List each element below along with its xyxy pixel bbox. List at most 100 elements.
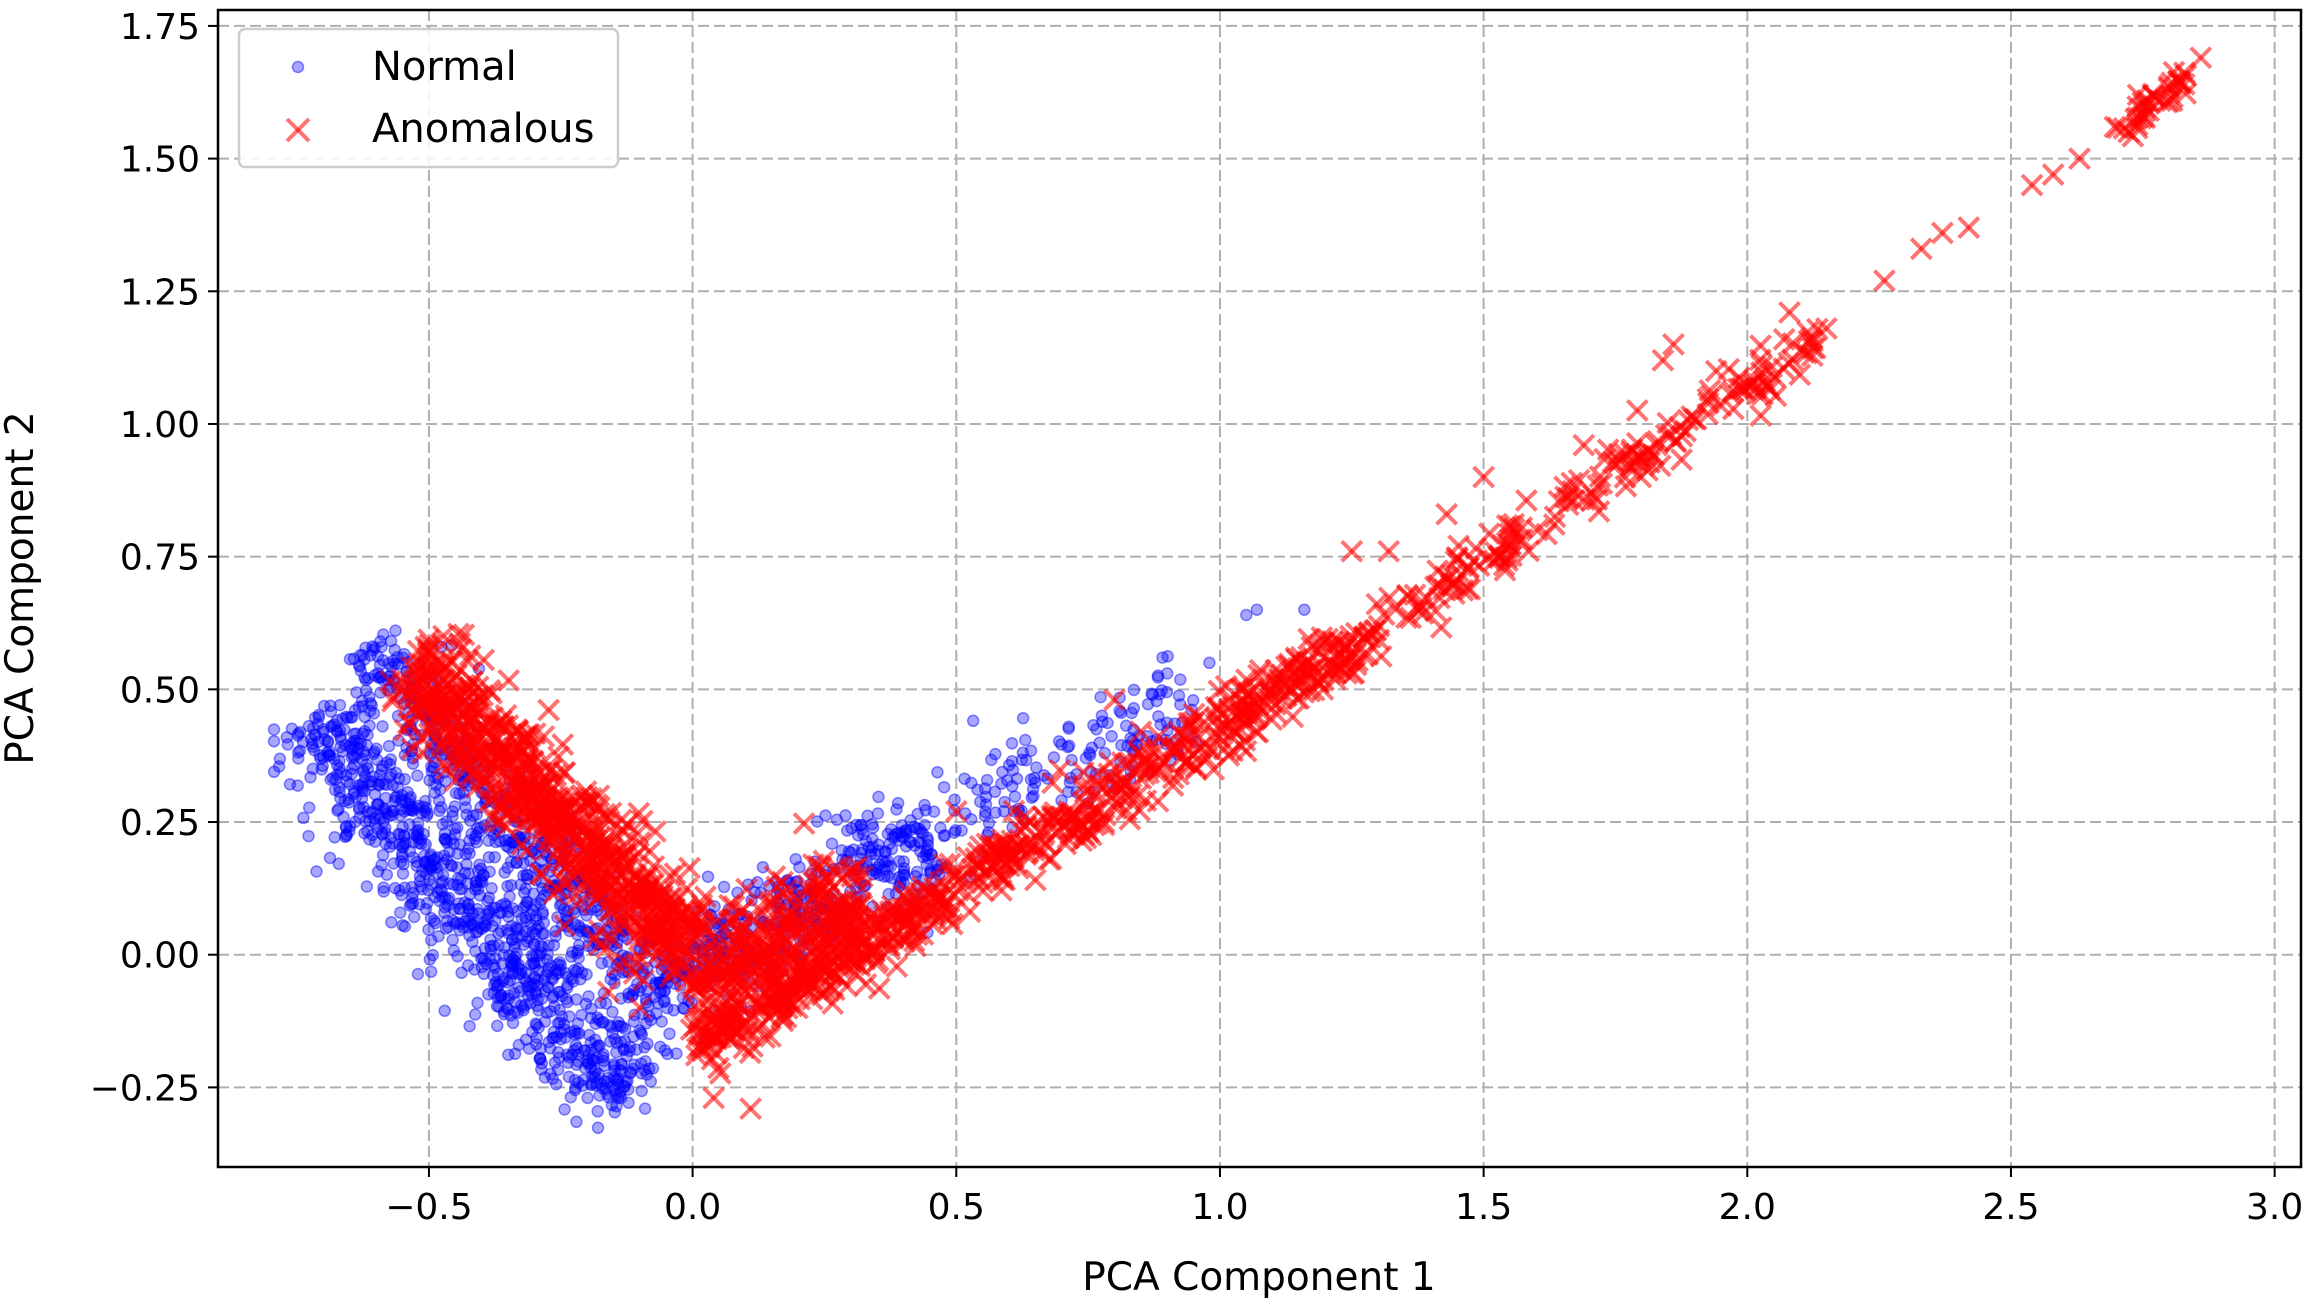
normal-point — [919, 800, 930, 811]
normal-point — [645, 1076, 656, 1087]
normal-point — [463, 899, 474, 910]
anomalous-point — [1516, 490, 1536, 510]
normal-point — [1017, 747, 1028, 758]
normal-point — [1031, 762, 1042, 773]
normal-point — [1204, 657, 1215, 668]
normal-point — [531, 1039, 542, 1050]
normal-point — [449, 823, 460, 834]
x-tick-label: 1.5 — [1455, 1187, 1512, 1228]
normal-point — [346, 768, 357, 779]
normal-point — [529, 961, 540, 972]
normal-point — [292, 780, 303, 791]
normal-point — [518, 870, 529, 881]
x-tick-label: 2.5 — [1982, 1187, 2039, 1228]
normal-point — [434, 805, 445, 816]
normal-point — [439, 1005, 450, 1016]
normal-point — [534, 950, 545, 961]
normal-point — [1020, 735, 1031, 746]
normal-point — [548, 940, 559, 951]
normal-point — [990, 807, 1001, 818]
normal-point — [559, 1104, 570, 1115]
normal-point — [1154, 689, 1165, 700]
normal-point — [483, 913, 494, 924]
normal-point — [452, 951, 463, 962]
normal-point — [975, 796, 986, 807]
normal-point — [1241, 610, 1252, 621]
normal-point — [376, 641, 387, 652]
anomalous-point — [1672, 450, 1692, 470]
normal-point — [406, 804, 417, 815]
normal-point — [932, 767, 943, 778]
normal-point — [573, 920, 584, 931]
normal-point — [421, 803, 432, 814]
legend-normal-label: Normal — [372, 44, 517, 90]
normal-point — [986, 754, 997, 765]
normal-point — [368, 708, 379, 719]
normal-point — [703, 871, 714, 882]
normal-point — [394, 885, 405, 896]
anomalous-point — [1431, 618, 1451, 638]
anomalous-point — [539, 700, 559, 720]
normal-point — [435, 884, 446, 895]
normal-point — [398, 830, 409, 841]
anomalous-point — [1959, 218, 1979, 238]
normal-point — [374, 810, 385, 821]
normal-point — [409, 912, 420, 923]
normal-point — [719, 881, 730, 892]
anomalous-point — [1379, 541, 1399, 561]
normal-point — [423, 861, 434, 872]
x-tick-label: 0.5 — [928, 1187, 985, 1228]
normal-point — [593, 1068, 604, 1079]
normal-point — [470, 1009, 481, 1020]
normal-point — [513, 982, 524, 993]
normal-point — [1030, 777, 1041, 788]
y-tick-label: 0.00 — [120, 936, 200, 977]
x-tick-label: −0.5 — [385, 1187, 472, 1228]
normal-point — [473, 865, 484, 876]
normal-point — [593, 1014, 604, 1025]
normal-point — [820, 810, 831, 821]
normal-point — [593, 1122, 604, 1133]
anomalous-point — [1751, 336, 1771, 356]
normal-point — [921, 859, 932, 870]
normal-point — [486, 883, 497, 894]
normal-point — [447, 811, 458, 822]
normal-point — [412, 826, 423, 837]
normal-point — [362, 806, 373, 817]
normal-point — [1095, 692, 1106, 703]
normal-point — [553, 1064, 564, 1075]
normal-point — [1026, 792, 1037, 803]
normal-point — [639, 1042, 650, 1053]
normal-point — [551, 1032, 562, 1043]
anomalous-point — [1437, 504, 1457, 524]
normal-point — [378, 886, 389, 897]
normal-point — [872, 808, 883, 819]
normal-point — [1299, 604, 1310, 615]
normal-point — [1007, 738, 1018, 749]
normal-point — [950, 825, 961, 836]
normal-point — [1126, 708, 1137, 719]
normal-point — [915, 846, 926, 857]
normal-point — [412, 856, 423, 867]
normal-point — [612, 1076, 623, 1087]
normal-point — [375, 770, 386, 781]
normal-point — [466, 828, 477, 839]
normal-point — [406, 882, 417, 893]
normal-point — [929, 806, 940, 817]
normal-point — [1175, 674, 1186, 685]
normal-point — [511, 922, 522, 933]
normal-point — [390, 625, 401, 636]
x-axis-label: PCA Component 1 — [1082, 1255, 1435, 1300]
normal-point — [980, 806, 991, 817]
normal-point — [561, 994, 572, 1005]
normal-point — [508, 1017, 519, 1028]
normal-point — [990, 786, 1001, 797]
normal-point — [298, 812, 309, 823]
normal-point — [636, 1058, 647, 1069]
normal-point — [316, 764, 327, 775]
normal-point — [636, 1086, 647, 1097]
normal-point — [571, 1116, 582, 1127]
anomalous-point — [794, 814, 814, 834]
anomalous-point — [1589, 501, 1609, 521]
normal-point — [464, 848, 475, 859]
